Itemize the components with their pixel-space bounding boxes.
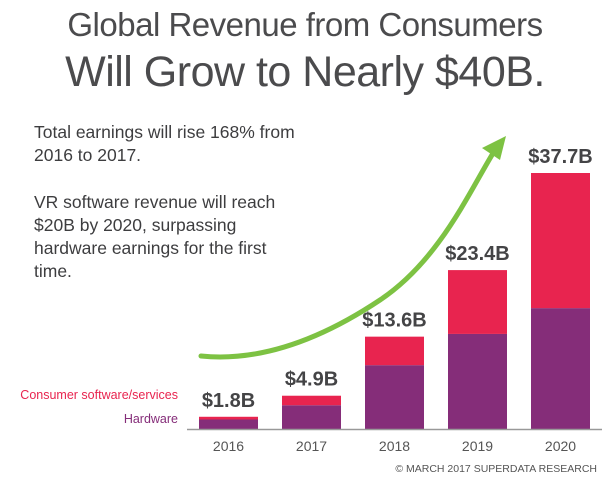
growth-arrow-curve bbox=[198, 147, 498, 360]
x-tick-2016: 2016 bbox=[213, 438, 244, 454]
x-tick-2020: 2020 bbox=[545, 438, 576, 454]
title-line-1: Global Revenue from Consumers bbox=[67, 6, 543, 43]
bar-software-2019 bbox=[448, 270, 507, 334]
title-line-2: Will Grow to Nearly $40B. bbox=[65, 48, 545, 96]
x-tick-2019: 2019 bbox=[462, 438, 493, 454]
credit-text: © MARCH 2017 SUPERDATA RESEARCH bbox=[395, 463, 597, 475]
total-label-2017: $4.9B bbox=[285, 369, 338, 391]
bar-hardware-2019 bbox=[448, 333, 507, 429]
bar-hardware-2020 bbox=[531, 308, 590, 429]
note-software-revenue: VR software revenue will reach $20B by 2… bbox=[34, 192, 276, 281]
bar-software-2016 bbox=[199, 416, 258, 420]
bar-software-2020 bbox=[531, 173, 590, 309]
bar-software-2017 bbox=[282, 395, 341, 406]
legend-hardware: Hardware bbox=[123, 412, 178, 426]
total-label-2020: $37.7B bbox=[528, 146, 593, 168]
bar-hardware-2016 bbox=[199, 419, 258, 429]
note-earnings-rise: Total earnings will rise 168% from 2016 … bbox=[34, 122, 295, 165]
legend-software: Consumer software/services bbox=[20, 388, 178, 402]
x-tick-2018: 2018 bbox=[379, 438, 410, 454]
x-tick-2017: 2017 bbox=[296, 438, 327, 454]
bar-hardware-2018 bbox=[365, 365, 424, 429]
total-label-2019: $23.4B bbox=[445, 243, 510, 265]
bar-software-2018 bbox=[365, 336, 424, 366]
bar-hardware-2017 bbox=[282, 405, 341, 429]
total-label-2016: $1.8B bbox=[202, 390, 255, 412]
total-label-2018: $13.6B bbox=[362, 310, 427, 332]
growth-arrow-head bbox=[482, 136, 506, 160]
